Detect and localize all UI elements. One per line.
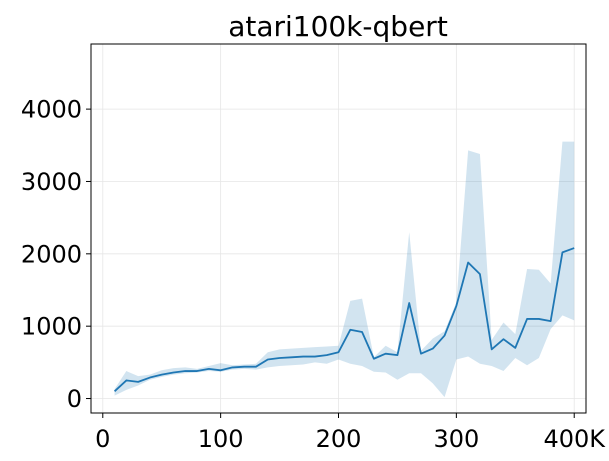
data-point <box>267 358 269 360</box>
data-point <box>550 320 552 322</box>
data-point <box>561 251 563 253</box>
chart-title: atari100k-qbert <box>228 10 448 43</box>
y-tick-label: 0 <box>67 385 82 413</box>
data-point <box>526 318 528 320</box>
y-tick-label: 4000 <box>21 96 82 124</box>
data-point <box>491 348 493 350</box>
data-point <box>149 377 151 379</box>
data-point <box>173 371 175 373</box>
data-point <box>231 366 233 368</box>
data-point <box>208 368 210 370</box>
data-point <box>338 351 340 353</box>
data-point <box>573 247 575 249</box>
data-point <box>373 358 375 360</box>
data-point <box>349 329 351 331</box>
grid <box>91 44 586 413</box>
data-point <box>538 318 540 320</box>
data-point <box>302 356 304 358</box>
data-point <box>279 357 281 359</box>
y-tick-label: 1000 <box>21 313 82 341</box>
data-point <box>255 366 257 368</box>
data-point <box>444 335 446 337</box>
x-tick-label: 200 <box>316 425 362 453</box>
data-point <box>432 348 434 350</box>
data-point <box>361 331 363 333</box>
data-point <box>396 354 398 356</box>
data-point <box>385 353 387 355</box>
data-point <box>514 347 516 349</box>
data-point <box>114 390 116 392</box>
data-point <box>314 356 316 358</box>
data-point <box>196 370 198 372</box>
data-point <box>326 354 328 356</box>
data-point <box>137 381 139 383</box>
data-point <box>479 273 481 275</box>
data-point <box>420 353 422 355</box>
data-point <box>125 379 127 381</box>
data-point <box>408 302 410 304</box>
x-tick-label: 300 <box>433 425 479 453</box>
y-tick-label: 3000 <box>21 168 82 196</box>
confidence-band <box>114 141 575 398</box>
x-tick-label: 0 <box>95 425 110 453</box>
data-point <box>243 366 245 368</box>
data-point <box>455 305 457 307</box>
x-axis-ticks: 0 100 200 300 400K <box>95 413 606 453</box>
data-point <box>467 262 469 264</box>
data-point <box>290 356 292 358</box>
series-line-layer <box>113 247 575 392</box>
x-tick-label: 400K <box>543 425 606 453</box>
x-tick-label: 100 <box>198 425 244 453</box>
data-point <box>503 338 505 340</box>
series-line <box>113 247 575 392</box>
confidence-band-layer <box>114 141 575 398</box>
data-point <box>184 370 186 372</box>
data-point <box>161 374 163 376</box>
y-tick-label: 2000 <box>21 240 82 268</box>
y-axis-ticks: 0 1000 2000 3000 4000 <box>21 96 91 413</box>
data-point <box>220 369 222 371</box>
